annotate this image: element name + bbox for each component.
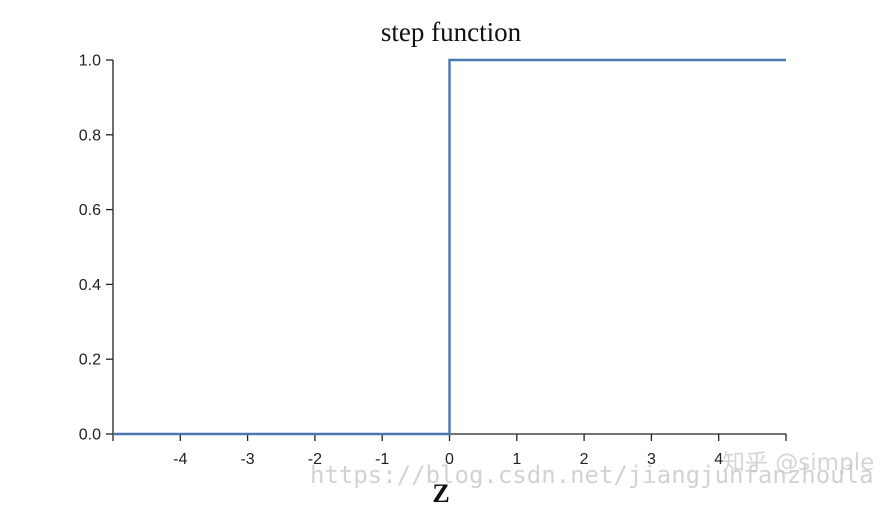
y-tick-label: 0.0: [79, 427, 101, 444]
chart-title: step function: [381, 17, 522, 47]
x-axis: -4 -3 -2 -1 0 1 2 3 4: [112, 433, 787, 468]
x-tick-label: -3: [240, 451, 254, 468]
x-axis-label: Z: [432, 479, 449, 508]
y-axis: 0.0 0.2 0.4 0.6 0.8 1.0: [79, 53, 114, 444]
x-tick-label: -1: [375, 451, 389, 468]
y-tick-label: 0.2: [79, 352, 101, 369]
step-series-line: [113, 58, 786, 436]
x-tick-label: 2: [580, 451, 589, 468]
zhihu-watermark: 知乎 @simple: [722, 450, 874, 476]
y-tick-label: 0.6: [79, 202, 101, 219]
x-tick-label: 3: [647, 451, 656, 468]
x-tick-label: 4: [714, 451, 723, 468]
x-tick-label: 1: [512, 451, 521, 468]
x-tick-label: -4: [173, 451, 187, 468]
y-tick-label: 0.4: [79, 277, 101, 294]
url-watermark: https://blog.csdn.net/jiangjunfanzhoula: [310, 461, 874, 489]
y-tick-label: 1.0: [79, 53, 101, 70]
series-layer: [113, 58, 786, 436]
x-tick-label: -2: [308, 451, 322, 468]
x-tick-label: 0: [445, 451, 454, 468]
y-tick-label: 0.8: [79, 127, 101, 144]
